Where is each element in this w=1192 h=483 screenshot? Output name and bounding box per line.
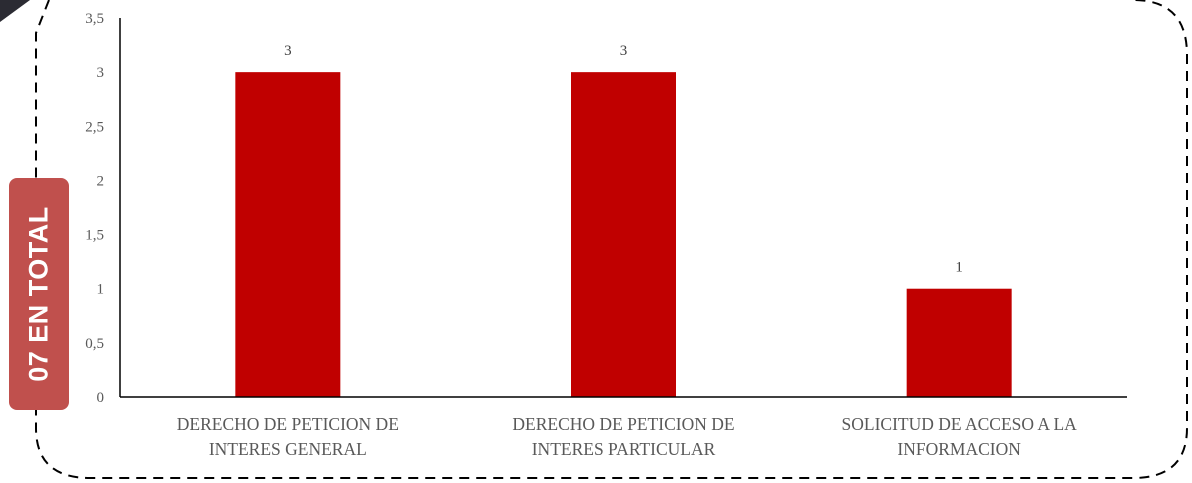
category-label: INFORMACION: [897, 439, 1021, 459]
y-tick-label: 0,5: [85, 336, 104, 352]
category-label: DERECHO DE PETICION DE: [512, 414, 734, 434]
y-tick-label: 1: [97, 282, 105, 298]
category-label: DERECHO DE PETICION DE: [177, 414, 399, 434]
y-tick-label: 3,5: [85, 11, 104, 27]
y-axis-ticks: 0 0,5 1 1,5 2 2,5 3 3,5: [85, 11, 104, 406]
data-label: 1: [955, 260, 963, 276]
y-tick-label: 2,5: [85, 119, 104, 135]
bars: [235, 72, 1012, 398]
category-label: INTERES PARTICULAR: [532, 439, 716, 459]
total-badge-text: 07 EN TOTAL: [23, 206, 54, 382]
total-badge: 07 EN TOTAL: [9, 178, 69, 410]
category-label: SOLICITUD DE ACCESO A LA: [842, 414, 1078, 434]
data-labels: 3 3 1: [284, 43, 963, 276]
corner-decoration: [0, 0, 30, 22]
bar: [235, 72, 341, 398]
category-labels: DERECHO DE PETICION DE INTERES GENERAL DER…: [177, 414, 1077, 459]
y-tick-label: 3: [97, 65, 105, 81]
data-label: 3: [620, 43, 628, 59]
category-label: INTERES GENERAL: [209, 439, 367, 459]
data-label: 3: [284, 43, 292, 59]
dashed-border: [35, 0, 1188, 479]
bar: [906, 288, 1012, 397]
y-tick-label: 2: [97, 173, 105, 189]
y-tick-label: 1,5: [85, 228, 104, 244]
bar: [571, 72, 676, 398]
y-tick-label: 0: [97, 390, 105, 406]
